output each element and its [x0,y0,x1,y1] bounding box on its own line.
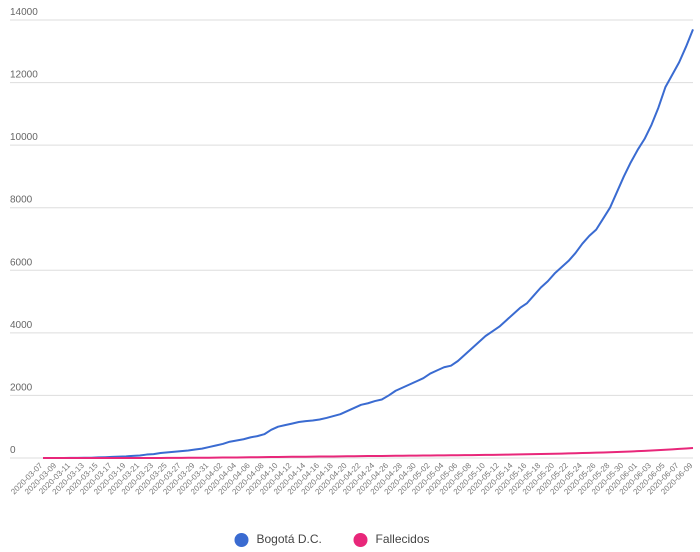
y-tick-label: 8000 [10,195,33,206]
y-tick-label: 0 [10,445,16,456]
legend-label: Bogotá D.C. [257,532,322,546]
legend-marker [353,533,368,547]
series-line [43,29,694,459]
series-line [43,446,694,459]
y-tick-label: 4000 [10,320,33,331]
y-tick-label: 6000 [10,257,33,268]
legend-label: Fallecidos [376,532,430,546]
y-tick-label: 2000 [10,382,33,393]
y-tick-label: 12000 [10,70,38,81]
legend-marker [234,533,249,547]
y-tick-label: 10000 [10,132,38,143]
y-tick-label: 14000 [10,7,38,18]
